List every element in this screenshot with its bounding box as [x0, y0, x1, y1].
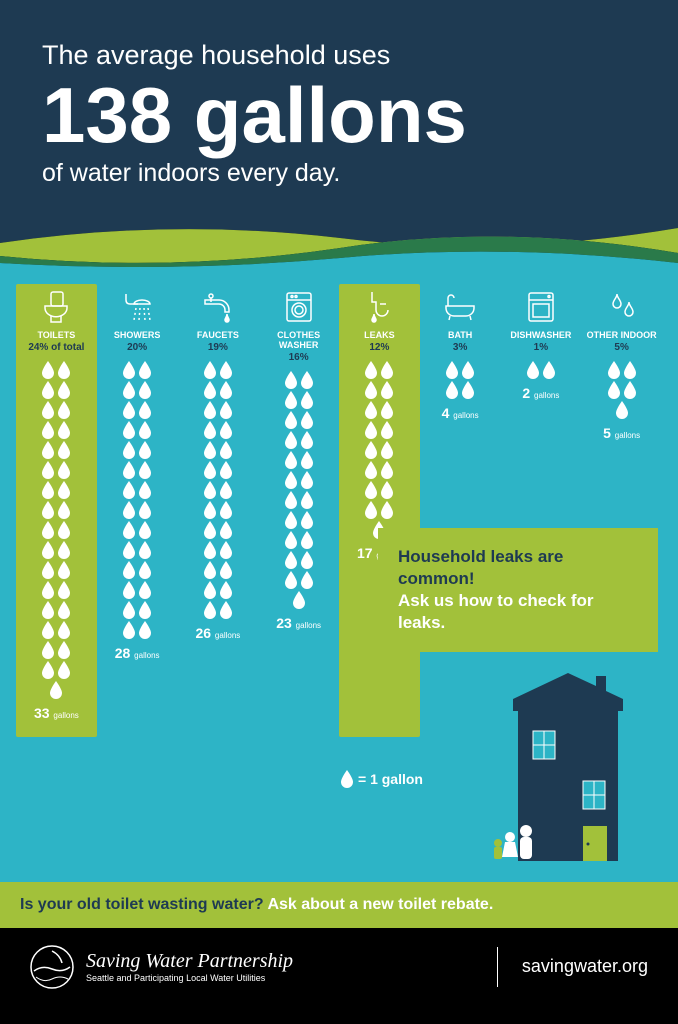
category-showers: SHOWERS 20% 28 gallons: [101, 288, 174, 721]
header-subline: of water indoors every day.: [42, 159, 636, 188]
gallons-value: 28 gallons: [115, 645, 160, 661]
drops-pictogram: [445, 361, 475, 399]
toilet-icon: [41, 288, 71, 326]
header: The average household uses 138 gallons o…: [0, 0, 678, 218]
faucet-icon: [201, 288, 235, 326]
category-bath: BATH 3% 4 gallons: [424, 288, 497, 721]
drops-pictogram: [41, 361, 71, 699]
shower-icon: [120, 288, 154, 326]
footer-left: Saving Water Partnership Seattle and Par…: [30, 945, 293, 989]
drops-pictogram: [284, 371, 314, 609]
drops-pictogram: [526, 361, 556, 379]
drops-pictogram: [122, 361, 152, 639]
washer-icon: [284, 288, 314, 326]
category-percent: 16%: [289, 352, 309, 363]
header-headline: 138 gallons: [42, 75, 636, 157]
gallons-value: 23 gallons: [276, 615, 321, 631]
category-percent: 1%: [534, 342, 548, 353]
category-label: DISHWASHER: [510, 330, 571, 340]
header-intro: The average household uses: [42, 40, 636, 71]
category-label: LEAKS: [364, 330, 395, 340]
gallons-value: 4 gallons: [442, 405, 479, 421]
footer-url: savingwater.org: [497, 947, 648, 987]
leaks-callout: Household leaks are common! Ask us how t…: [378, 528, 658, 652]
category-percent: 24% of total: [28, 342, 84, 353]
footer: Saving Water Partnership Seattle and Par…: [0, 928, 678, 1006]
cta-answer: Ask about a new toilet rebate.: [267, 896, 493, 913]
gallons-value: 2 gallons: [522, 385, 559, 401]
leak-icon: [364, 288, 394, 326]
category-label: BATH: [448, 330, 472, 340]
category-label: CLOTHES WASHER: [262, 330, 335, 350]
drops-pictogram: [364, 361, 394, 539]
drop-legend: = 1 gallon: [340, 770, 423, 788]
main-chart-area: TOILETS 24% of total 33 gallons SHOWERS 20% 2…: [0, 268, 678, 928]
legend-text: = 1 gallon: [358, 771, 423, 787]
dishwasher-icon: [526, 288, 556, 326]
drops-icon: [607, 288, 637, 326]
category-percent: 19%: [208, 342, 228, 353]
gallons-value: 33 gallons: [34, 705, 79, 721]
category-toilets: TOILETS 24% of total 33 gallons: [20, 288, 93, 721]
category-faucets: FAUCETS 19% 26 gallons: [182, 288, 255, 721]
category-label: TOILETS: [37, 330, 75, 340]
callout-line2: Ask us how to check for leaks.: [398, 590, 638, 634]
cta-question: Is your old toilet wasting water?: [20, 896, 267, 913]
category-percent: 20%: [127, 342, 147, 353]
house-illustration: [488, 651, 638, 876]
gallons-value: 5 gallons: [603, 425, 640, 441]
category-label: SHOWERS: [114, 330, 161, 340]
bottom-cta-bar: Is your old toilet wasting water? Ask ab…: [0, 882, 678, 928]
category-percent: 5%: [614, 342, 628, 353]
drops-pictogram: [607, 361, 637, 419]
category-clothes: CLOTHES WASHER 16% 23 gallons: [262, 288, 335, 721]
footer-subtitle: Seattle and Participating Local Water Ut…: [86, 973, 293, 983]
category-percent: 12%: [369, 342, 389, 353]
callout-line1: Household leaks are common!: [398, 546, 638, 590]
category-label: OTHER INDOOR: [587, 330, 657, 340]
category-leaks: LEAKS12%17 gallons: [343, 288, 416, 721]
gallons-value: 26 gallons: [195, 625, 240, 641]
drops-pictogram: [203, 361, 233, 619]
category-percent: 3%: [453, 342, 467, 353]
partnership-logo-icon: [30, 945, 74, 989]
bath-icon: [442, 288, 478, 326]
footer-org-name: Saving Water Partnership: [86, 950, 293, 973]
category-label: FAUCETS: [197, 330, 239, 340]
